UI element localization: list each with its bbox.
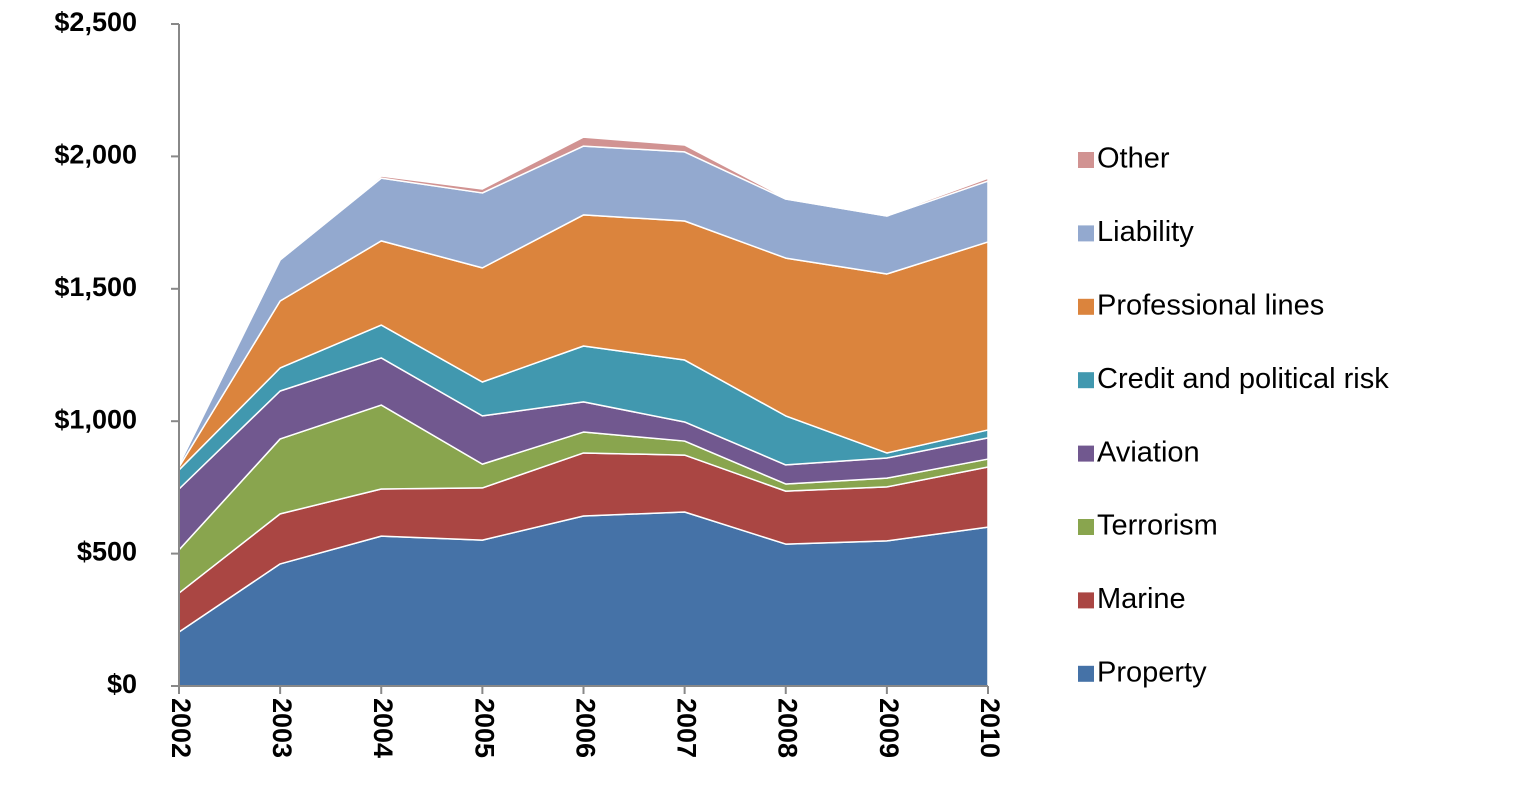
legend-swatch	[1078, 519, 1094, 535]
y-tick-label: $0	[107, 669, 137, 699]
y-tick-label: $1,000	[54, 404, 137, 434]
y-tick-label: $1,500	[54, 272, 137, 302]
x-tick-label: 2010	[975, 698, 1005, 758]
legend-label: Liability	[1097, 216, 1194, 248]
legend-label: Marine	[1097, 583, 1186, 615]
x-tick-label: 2008	[773, 698, 803, 758]
legend-label: Other	[1097, 143, 1170, 175]
x-tick-label: 2009	[874, 698, 904, 758]
legend-swatch	[1078, 225, 1094, 242]
legend-swatch	[1078, 298, 1094, 315]
legend-label: Credit and political risk	[1097, 363, 1389, 395]
legend-swatch	[1078, 592, 1094, 609]
x-tick-label: 2002	[166, 698, 196, 758]
legend-label: Aviation	[1097, 436, 1200, 468]
legend-label: Property	[1097, 656, 1207, 688]
legend-swatch	[1078, 445, 1094, 462]
area	[178, 136, 989, 466]
y-tick-label: $500	[77, 537, 137, 567]
x-tick-label: 2005	[469, 698, 499, 758]
x-tick-label: 2004	[368, 698, 398, 758]
y-tick-label: $2,500	[54, 7, 137, 37]
x-tick-label: 2003	[267, 698, 297, 758]
legend-swatch	[1078, 665, 1094, 682]
legend-swatch	[1078, 152, 1094, 168]
y-tick-label: $2,000	[54, 140, 137, 170]
x-tick-label: 2007	[672, 698, 702, 758]
legend-swatch	[1078, 372, 1094, 389]
legend-label: Professional lines	[1097, 289, 1324, 321]
legend-label: Terrorism	[1097, 510, 1218, 542]
x-tick-label: 2006	[570, 698, 600, 758]
